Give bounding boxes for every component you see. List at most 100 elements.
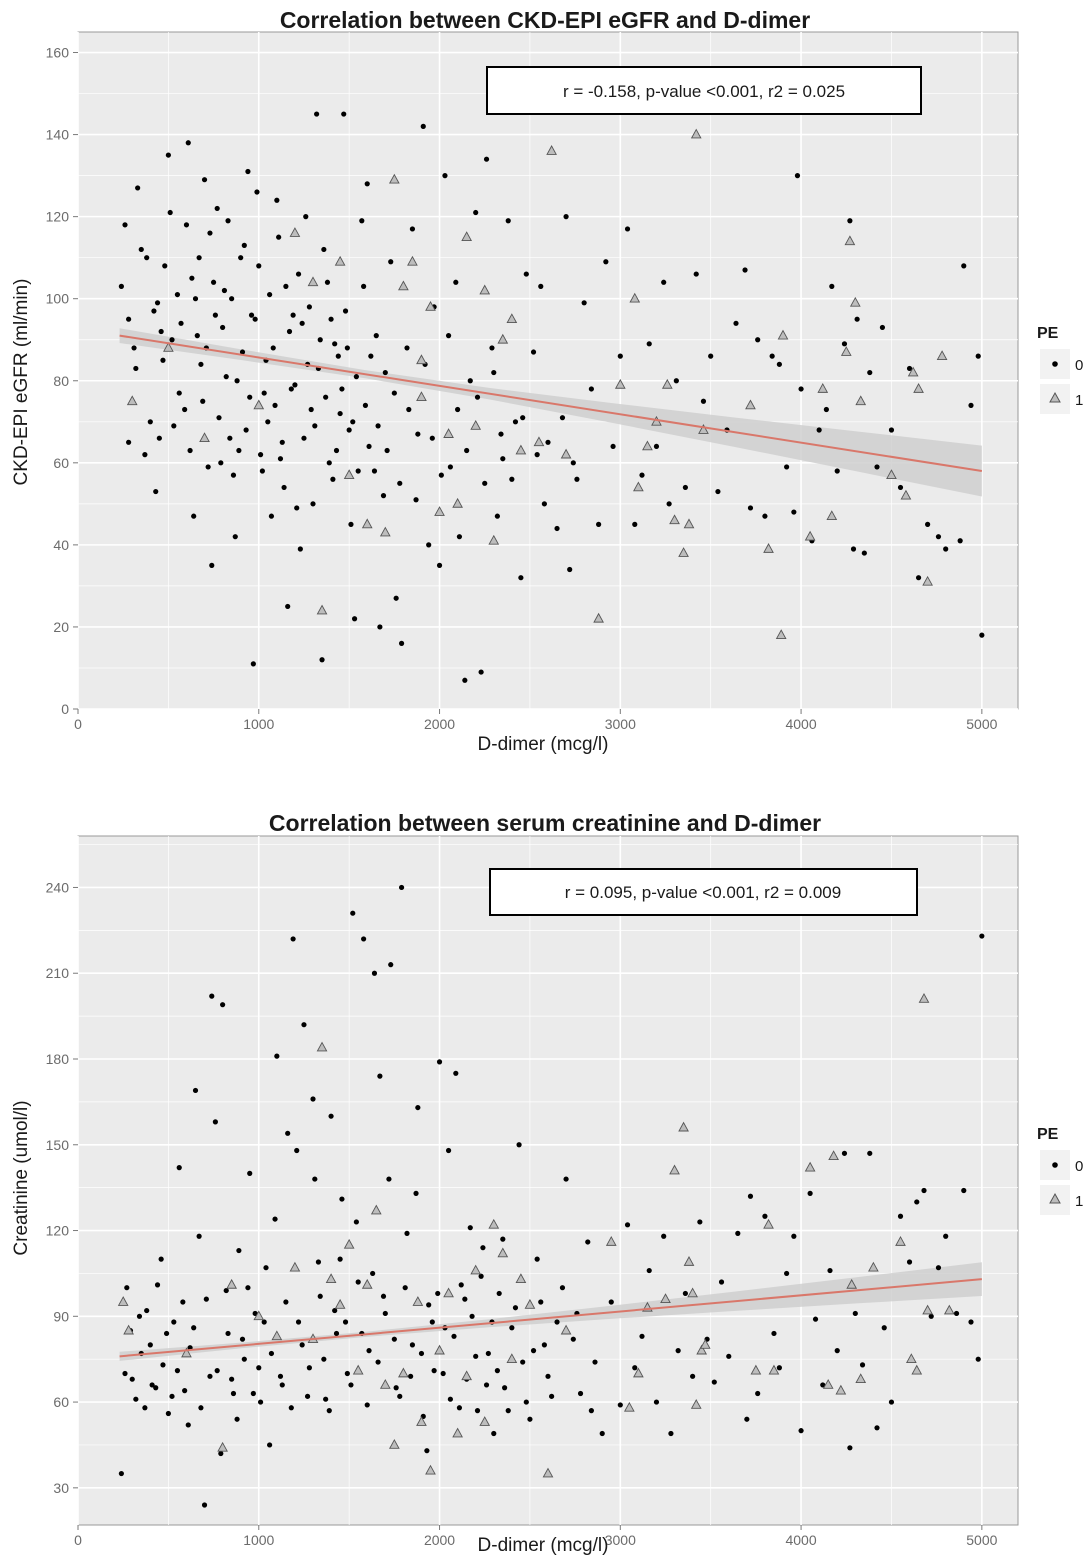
point-pe-1 — [661, 378, 673, 389]
y-tick-label: 30 — [53, 1480, 69, 1496]
point-pe-0 — [321, 246, 327, 253]
point-pe-0 — [491, 369, 497, 376]
point-pe-0 — [191, 1325, 197, 1331]
point-pe-0 — [445, 1147, 452, 1154]
point-pe-0 — [279, 439, 285, 445]
point-pe-0 — [135, 185, 141, 191]
point-pe-0 — [205, 464, 211, 470]
point-pe-0 — [158, 328, 164, 335]
point-pe-0 — [715, 488, 721, 495]
point-pe-0 — [247, 1170, 253, 1176]
point-pe-0 — [559, 1285, 566, 1291]
point-pe-0 — [259, 468, 265, 474]
point-pe-0 — [563, 1176, 569, 1182]
point-pe-0 — [332, 341, 338, 347]
point-pe-0 — [675, 1348, 681, 1354]
point-pe-0 — [409, 226, 416, 232]
point-pe-0 — [438, 472, 444, 478]
point-pe-1 — [943, 1304, 955, 1315]
point-pe-0 — [272, 1216, 278, 1222]
point-pe-1 — [407, 255, 418, 266]
point-pe-1 — [678, 1121, 689, 1132]
point-pe-0 — [209, 562, 215, 568]
point-pe-1 — [593, 612, 604, 623]
point-pe-0 — [854, 316, 860, 322]
point-pe-1 — [443, 428, 454, 438]
point-pe-0 — [733, 320, 739, 326]
point-pe-0 — [203, 1296, 209, 1302]
point-pe-0 — [218, 1450, 224, 1457]
point-pe-0 — [673, 378, 679, 384]
point-pe-1 — [452, 497, 463, 508]
point-pe-0 — [406, 406, 412, 413]
point-pe-1 — [690, 1398, 702, 1409]
point-pe-0 — [567, 566, 573, 573]
point-pe-0 — [236, 1247, 242, 1254]
point-pe-0 — [915, 575, 922, 581]
point-pe-1 — [629, 292, 641, 303]
point-pe-0 — [234, 378, 240, 384]
point-pe-1 — [412, 1296, 424, 1306]
point-pe-0 — [346, 427, 352, 433]
x-tick-label: 0 — [74, 1532, 82, 1548]
point-pe-0 — [118, 1470, 124, 1477]
chart-egfr: Correlation between CKD-EPI eGFR and D-d… — [11, 7, 1083, 755]
point-pe-0 — [267, 1442, 273, 1448]
point-pe-0 — [341, 111, 347, 117]
point-pe-0 — [250, 661, 256, 667]
point-pe-0 — [377, 1073, 383, 1079]
point-pe-1 — [416, 1416, 427, 1426]
point-pe-0 — [344, 1370, 350, 1377]
point-pe-0 — [310, 1096, 316, 1102]
point-pe-0 — [185, 1422, 191, 1428]
point-pe-1 — [388, 173, 400, 184]
point-pe-1 — [289, 227, 301, 237]
point-pe-0 — [776, 1365, 782, 1371]
point-pe-0 — [489, 345, 495, 351]
point-pe-1 — [804, 1161, 816, 1172]
point-pe-1 — [199, 432, 210, 443]
point-pe-0 — [632, 521, 638, 527]
point-pe-0 — [366, 1348, 372, 1354]
point-pe-1 — [163, 341, 174, 352]
point-pe-0 — [216, 415, 222, 421]
point-pe-0 — [666, 501, 672, 507]
y-tick-label: 140 — [46, 127, 70, 143]
point-pe-0 — [538, 283, 544, 289]
point-pe-1 — [623, 1401, 635, 1412]
point-pe-1 — [370, 1204, 382, 1215]
point-pe-0 — [624, 1222, 631, 1228]
point-pe-1 — [533, 436, 545, 447]
y-tick-label: 210 — [46, 965, 70, 981]
point-pe-1 — [846, 1278, 858, 1289]
point-pe-0 — [122, 222, 128, 228]
point-pe-0 — [163, 1330, 170, 1337]
point-pe-1 — [379, 526, 391, 537]
point-pe-0 — [646, 341, 652, 347]
point-pe-0 — [388, 259, 394, 265]
point-pe-1 — [488, 1218, 500, 1229]
point-pe-1 — [913, 383, 924, 393]
point-pe-0 — [404, 1230, 410, 1236]
point-pe-1 — [497, 1247, 509, 1258]
point-pe-0 — [373, 333, 379, 339]
point-pe-0 — [364, 1402, 370, 1408]
point-pe-0 — [323, 394, 329, 400]
point-pe-0 — [344, 345, 350, 351]
point-pe-0 — [668, 1430, 674, 1437]
trend-line — [119, 1278, 982, 1358]
point-pe-0 — [267, 291, 273, 298]
point-pe-1 — [425, 300, 436, 311]
point-pe-0 — [225, 218, 231, 224]
x-tick-label: 2000 — [424, 1532, 455, 1548]
point-pe-1 — [542, 1467, 554, 1478]
point-pe-0 — [303, 214, 309, 220]
point-pe-0 — [342, 308, 349, 314]
point-pe-0 — [326, 1408, 332, 1414]
point-pe-0 — [975, 1356, 981, 1362]
point-pe-0 — [384, 447, 390, 454]
point-pe-1 — [443, 1287, 454, 1298]
y-tick-label: 60 — [53, 1394, 69, 1410]
point-pe-1 — [479, 1416, 491, 1426]
point-pe-0 — [906, 365, 913, 372]
